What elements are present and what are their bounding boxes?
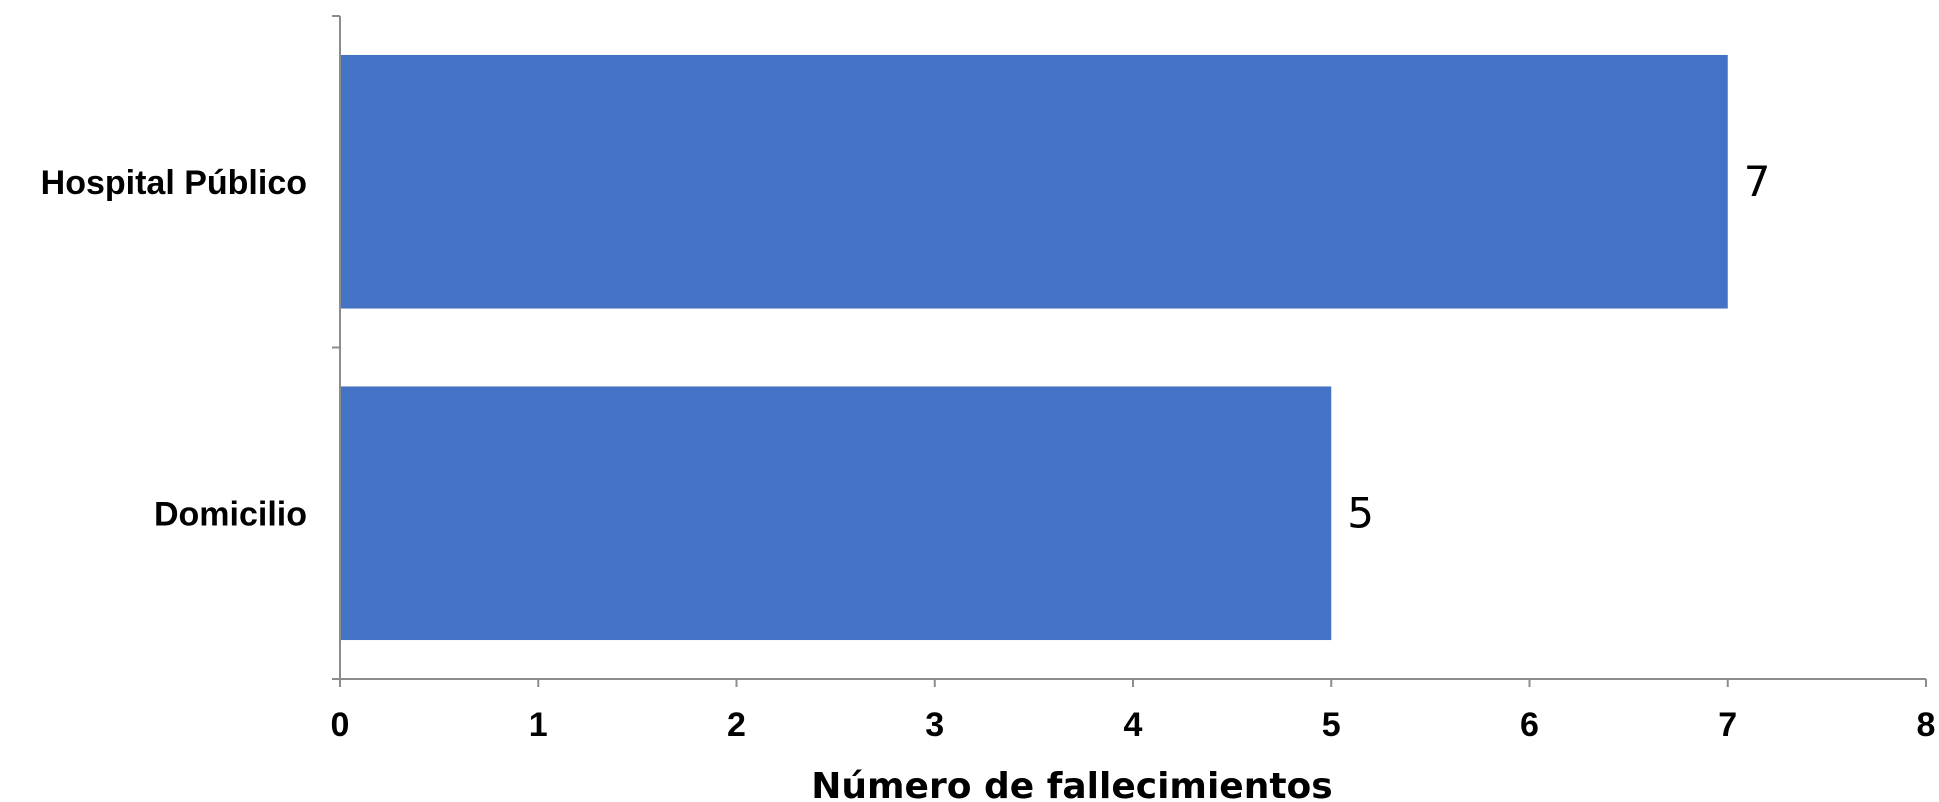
axes-layer: [332, 15, 1927, 687]
x-tick-label: 1: [529, 706, 548, 744]
labels-layer: Hospital Público 7 Domicilio 5 0 1 2 3 4 5 6 7 8: [41, 157, 1936, 744]
x-tick-label: 3: [925, 706, 944, 744]
x-tick-label: 7: [1718, 706, 1737, 744]
category-label: Domicilio: [154, 495, 307, 533]
category-label: Hospital Público: [41, 164, 307, 202]
x-tick-label: 0: [331, 706, 350, 744]
bars-layer: [340, 54, 1728, 641]
data-label: 5: [1347, 488, 1374, 537]
x-tick-label: 4: [1124, 706, 1143, 744]
x-tick-label: 2: [727, 706, 746, 744]
x-tick-label: 6: [1520, 706, 1539, 744]
bar-1: [340, 54, 1728, 309]
data-label: 7: [1744, 157, 1771, 206]
x-tick-label: 5: [1322, 706, 1341, 744]
x-axis-title: Número de fallecimientos: [811, 766, 1332, 802]
bar-2: [340, 386, 1332, 641]
x-tick-label: 8: [1917, 706, 1936, 744]
